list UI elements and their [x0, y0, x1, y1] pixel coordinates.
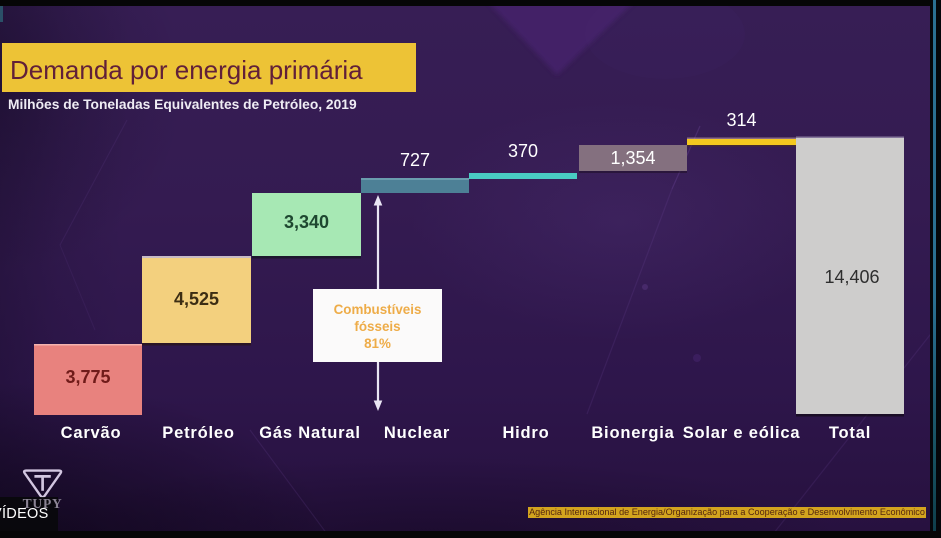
svg-text:TUPY: TUPY	[23, 496, 63, 511]
